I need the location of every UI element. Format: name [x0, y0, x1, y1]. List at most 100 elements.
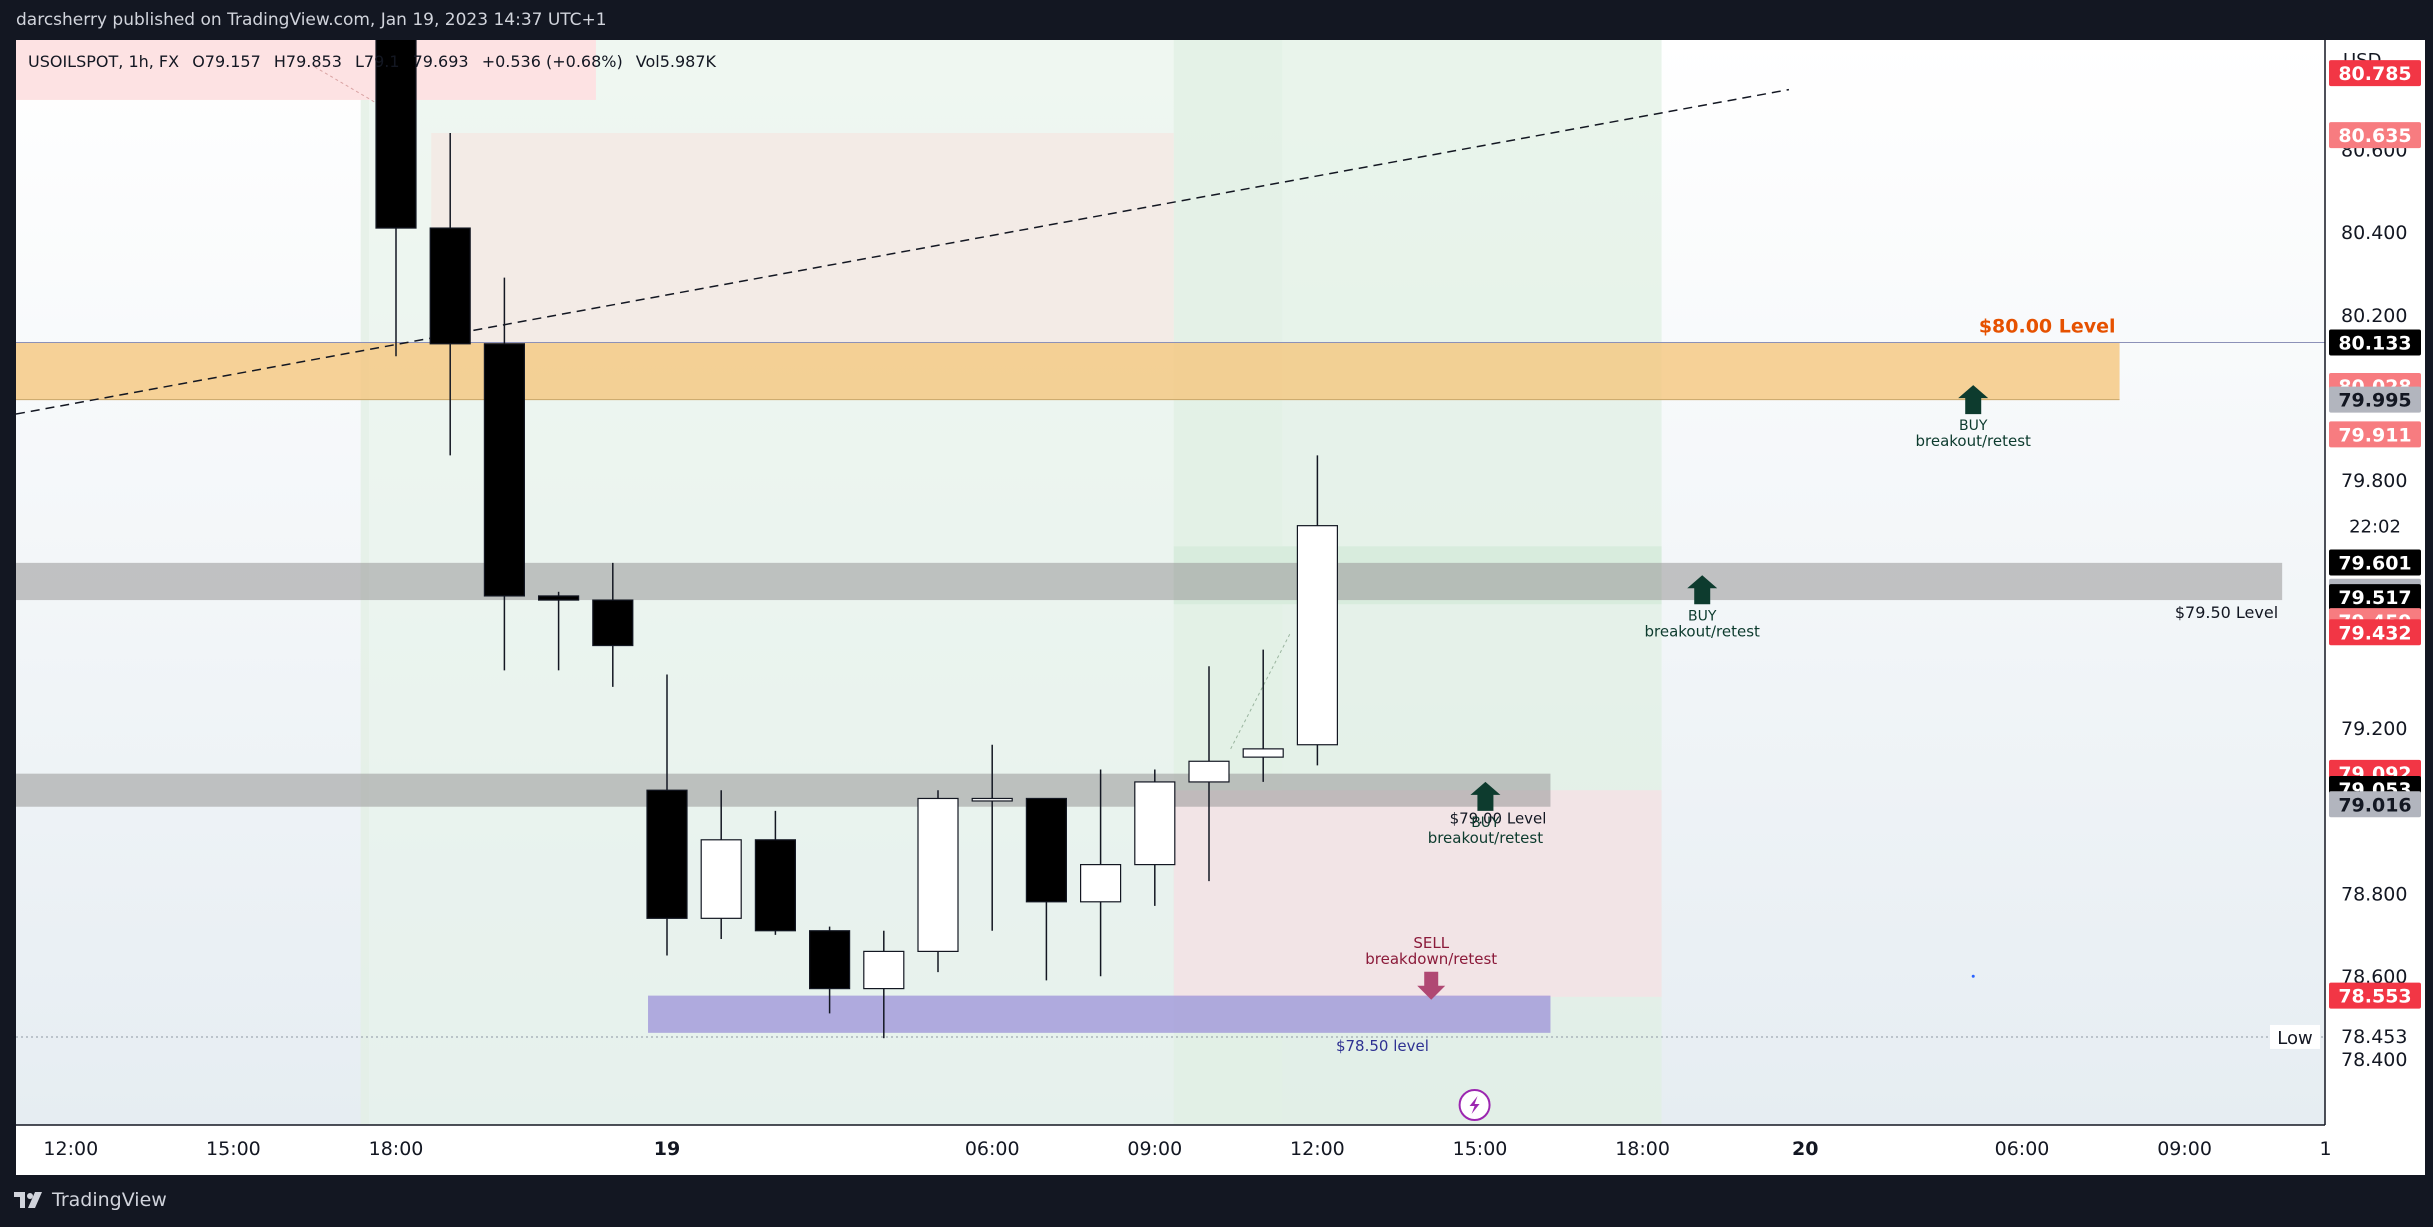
candle-down-body [375, 40, 417, 229]
level-7900-zone [16, 773, 1551, 807]
candle-down-body [483, 343, 525, 597]
buy-sub-label-2: breakout/retest [1645, 622, 1761, 640]
legend-volume: Vol5.987K [635, 52, 717, 71]
time-tick-label: 1 [2319, 1138, 2331, 1160]
faint-target-line [1230, 632, 1291, 750]
time-tick-label: 18:00 [1615, 1138, 1670, 1160]
price-label-badge [2329, 982, 2421, 1009]
trend-line [16, 88, 1790, 415]
buy-arrow-icon [1687, 575, 1718, 605]
candle-up-body [700, 839, 742, 919]
price-label-badge [2329, 549, 2421, 576]
buy-sub-label-3: breakout/retest [1428, 829, 1544, 847]
candle-down-body [537, 595, 580, 601]
buy-sub-label-1: breakout/retest [1916, 432, 2032, 450]
price-tick-label: 78.800 [2341, 884, 2407, 906]
price-tick-label: 80.200 [2341, 305, 2407, 327]
candle-down-body [646, 789, 688, 919]
legend-change: +0.536 (+0.68%) [481, 52, 623, 71]
time-tick-label: 15:00 [1453, 1138, 1508, 1160]
buy-arrow-icon [1470, 781, 1501, 811]
candle-up-body [1134, 781, 1176, 866]
candle-up-body [1242, 748, 1284, 758]
price-tick-label: 79.200 [2341, 718, 2407, 740]
legend-open: O79.157 [192, 52, 261, 71]
level-80-label: $80.00 Level [1979, 316, 2116, 338]
price-label-badge [2329, 619, 2421, 646]
level-7900-label: $79.00 Level [1450, 810, 1547, 828]
price-label-badge [2329, 421, 2421, 448]
price-label-badge [2329, 329, 2421, 356]
brand-label: TradingView [52, 1189, 167, 1211]
countdown-label: 22:02 [2349, 517, 2401, 538]
tradingview-icon [14, 1192, 42, 1208]
time-tick-label: 06:00 [1995, 1138, 2050, 1160]
price-label-badge [2329, 791, 2421, 818]
candle-up-body [1188, 760, 1230, 783]
price-label-text: 79.517 [2338, 587, 2411, 609]
time-tick-label: 12:00 [43, 1138, 98, 1160]
price-label-text: 79.995 [2338, 390, 2411, 412]
level-7850-label: $78.50 level [1336, 1037, 1429, 1055]
flash-glyph-icon [1469, 1096, 1480, 1114]
time-tick-label: 19 [654, 1138, 680, 1160]
price-label-badge [2329, 122, 2421, 149]
candle-down-body [1025, 797, 1068, 903]
price-label-text: 79.016 [2338, 794, 2411, 816]
legend-symbol: USOILSPOT, 1h, FX [28, 52, 180, 71]
candle-down-body [429, 227, 471, 345]
price-label-text: 80.785 [2338, 63, 2411, 85]
price-tick-label: 79.800 [2341, 470, 2407, 492]
candle-up-body [971, 797, 1013, 802]
price-label-badge [2329, 386, 2421, 413]
faint-trend-line [314, 66, 386, 109]
time-tick-label: 20 [1792, 1138, 1818, 1160]
publisher-text: darcsherry published on TradingView.com,… [16, 10, 607, 30]
buy-arrow-icon [1958, 385, 1989, 415]
candle-up-body [1079, 863, 1122, 903]
time-tick-label: 09:00 [1127, 1138, 1182, 1160]
price-label-badge [2329, 60, 2421, 87]
time-tick-label: 06:00 [965, 1138, 1020, 1160]
low-label-badge [2270, 1024, 2320, 1049]
price-label-text: 78.553 [2338, 986, 2411, 1008]
low-label: Low [2277, 1028, 2312, 1049]
price-label-badge [2329, 584, 2421, 611]
level-7850-zone [648, 995, 1551, 1033]
price-tick-label: 78.400 [2341, 1049, 2407, 1071]
time-tick-label: 15:00 [206, 1138, 261, 1160]
level-7950-zone [16, 562, 2283, 601]
candle-up-body [1296, 525, 1339, 746]
candle-down-body [592, 599, 634, 647]
legend-high: H79.853 [273, 52, 342, 71]
trade-stop-zone [1173, 790, 1662, 997]
buy-label-3: BUY [1471, 815, 1500, 831]
price-tick-label: 80.400 [2341, 222, 2407, 244]
upper-brown-zone [431, 133, 1174, 343]
tradingview-logo[interactable]: TradingView [14, 1189, 167, 1211]
price-label-text: 79.911 [2338, 424, 2411, 446]
time-tick-label: 09:00 [2157, 1138, 2212, 1160]
buy-label-2: BUY [1688, 608, 1717, 624]
price-label-text: 80.133 [2338, 333, 2411, 355]
level-7950-label: $79.50 Level [2175, 603, 2278, 622]
candle-up-body [917, 797, 959, 953]
low-value-label: 78.453 [2341, 1026, 2407, 1048]
price-chart[interactable]: $80.00 Level $79.50 Level $79.00 Level $78.… [16, 40, 2425, 1175]
legend-close: 79.693 [412, 52, 469, 71]
candle-down-body [808, 930, 851, 990]
publisher-bar: darcsherry published on TradingView.com,… [0, 0, 2433, 40]
small-dot [1971, 974, 1975, 978]
sell-arrow-icon [1417, 971, 1446, 1000]
buy-label-1: BUY [1959, 418, 1988, 434]
candle-up-body [863, 950, 905, 990]
countdown-badge [2329, 512, 2421, 539]
time-tick-label: 12:00 [1290, 1138, 1345, 1160]
level-80-zone [16, 342, 2120, 400]
sell-label: SELL [1413, 934, 1449, 952]
sell-sub-label: breakdown/retest [1365, 950, 1497, 968]
legend-low: L79.1 [354, 52, 400, 71]
price-label-text: 80.635 [2338, 125, 2411, 147]
footer-bar: TradingView [0, 1175, 2433, 1227]
candle-down-body [754, 839, 797, 932]
